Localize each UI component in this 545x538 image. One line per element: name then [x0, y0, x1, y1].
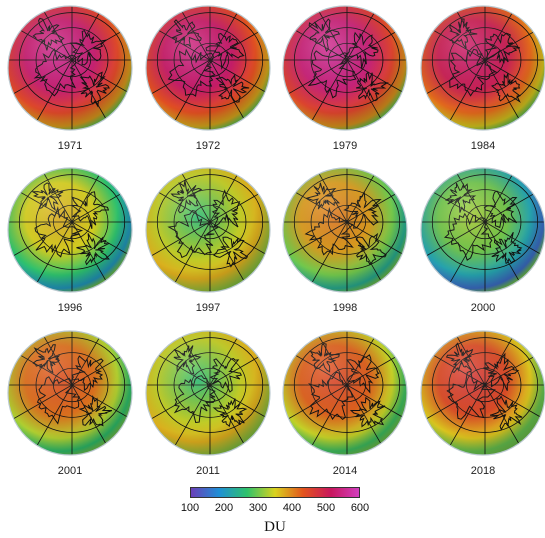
- colorbar-ticks: 100 200 300 400 500 600: [170, 502, 380, 516]
- year-label: 2000: [470, 302, 496, 314]
- polar-ozone-map: [145, 5, 271, 131]
- ozone-panel-1997: 1997: [143, 162, 273, 322]
- colorbar-tick: 300: [248, 502, 268, 514]
- year-label: 1971: [57, 140, 83, 152]
- year-label: 2011: [196, 465, 220, 477]
- year-label: 2018: [470, 465, 496, 477]
- polar-ozone-map: [420, 5, 545, 131]
- polar-ozone-map: [7, 330, 133, 456]
- ozone-map-grid: 1971 1972 1979 1984 1996 1997 1998 2000 2001 2011…: [5, 0, 545, 485]
- ozone-panel-2011: 2011: [143, 325, 273, 485]
- polar-ozone-map: [282, 167, 408, 293]
- ozone-panel-1972: 1972: [143, 0, 273, 160]
- colorbar: [190, 487, 360, 498]
- year-label: 1997: [195, 302, 221, 314]
- ozone-panel-1971: 1971: [5, 0, 135, 160]
- ozone-panel-2001: 2001: [5, 325, 135, 485]
- colorbar-tick: 100: [180, 502, 200, 514]
- colorbar-tick: 400: [282, 502, 302, 514]
- year-label: 1998: [332, 302, 358, 314]
- year-label: 1996: [57, 302, 83, 314]
- ozone-panel-2014: 2014: [280, 325, 410, 485]
- polar-ozone-map: [420, 330, 545, 456]
- polar-ozone-map: [282, 330, 408, 456]
- year-label: 1984: [470, 140, 496, 152]
- year-label: 1979: [332, 140, 358, 152]
- ozone-panel-1996: 1996: [5, 162, 135, 322]
- ozone-panel-1998: 1998: [280, 162, 410, 322]
- ozone-panel-2018: 2018: [418, 325, 545, 485]
- ozone-panel-1979: 1979: [280, 0, 410, 160]
- polar-ozone-map: [145, 167, 271, 293]
- colorbar-tick: 600: [350, 502, 370, 514]
- colorbar-tick: 200: [214, 502, 234, 514]
- ozone-panel-1984: 1984: [418, 0, 545, 160]
- colorbar-unit-label: DU: [264, 519, 286, 535]
- year-label: 1972: [195, 140, 221, 152]
- ozone-panel-2000: 2000: [418, 162, 545, 322]
- year-label: 2014: [332, 465, 358, 477]
- polar-ozone-map: [420, 167, 545, 293]
- polar-ozone-map: [7, 167, 133, 293]
- polar-ozone-map: [7, 5, 133, 131]
- year-label: 2001: [57, 465, 83, 477]
- polar-ozone-map: [282, 5, 408, 131]
- colorbar-tick: 500: [316, 502, 336, 514]
- polar-ozone-map: [145, 330, 271, 456]
